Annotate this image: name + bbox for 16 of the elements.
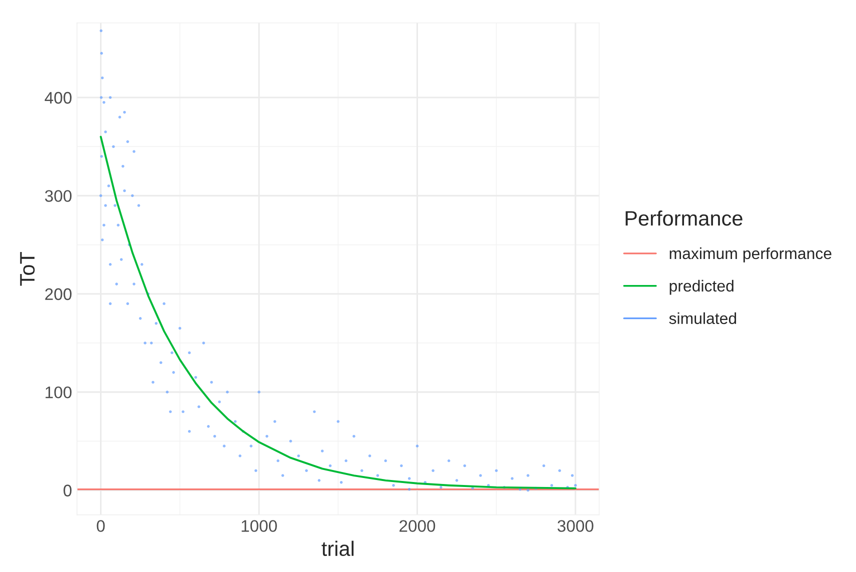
x-tick-label: 1000 <box>242 520 277 532</box>
y-axis-title: ToT <box>20 252 35 286</box>
x-tick-label: 3000 <box>558 520 594 532</box>
legend-label: maximum performance <box>670 247 832 262</box>
legend-title: Performance <box>626 210 742 226</box>
y-tick-label: 100 <box>46 386 72 398</box>
y-tick-label: 0 <box>64 484 72 496</box>
legend-label: simulated <box>669 312 736 324</box>
y-tick-label: 400 <box>44 92 72 104</box>
legend-label: predicted <box>670 280 734 295</box>
line-series <box>100 136 576 490</box>
x-axis-title: trial <box>322 540 354 556</box>
x-tick-label: 2000 <box>400 520 436 532</box>
y-tick-label: 200 <box>45 288 72 300</box>
x-tick-label: 0 <box>96 520 105 532</box>
y-tick-label: 300 <box>45 190 72 202</box>
